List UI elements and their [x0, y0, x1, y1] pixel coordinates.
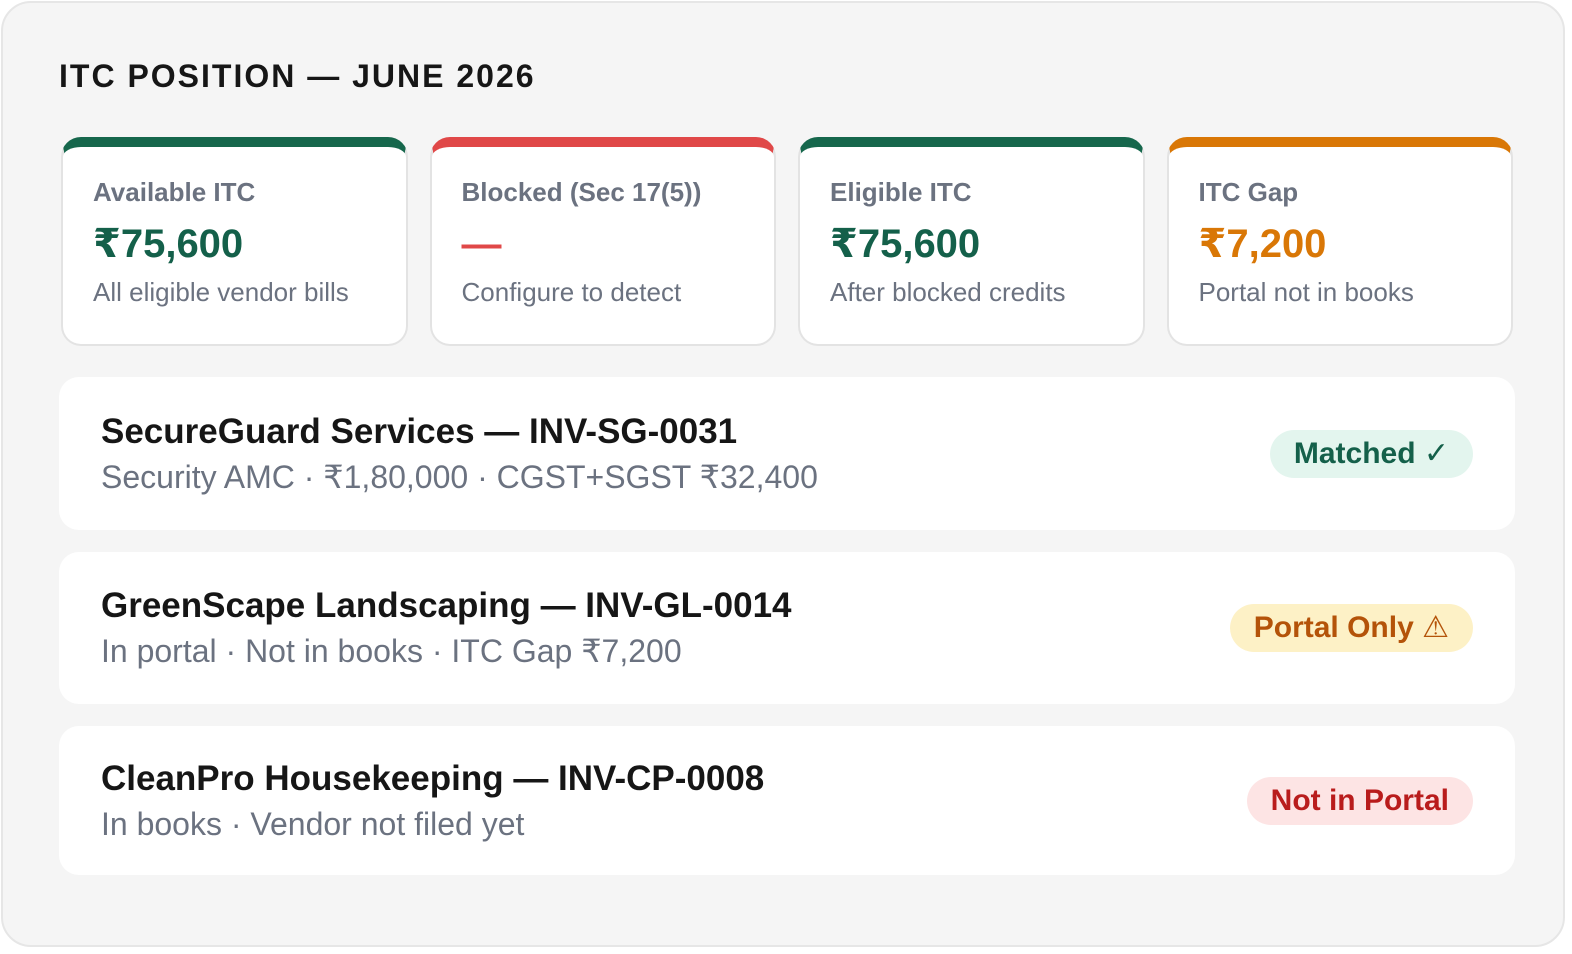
card-value: ₹7,200: [1198, 222, 1327, 266]
card-blocked-itc: Blocked (Sec 17(5)) — Configure to detec…: [429, 137, 776, 346]
invoice-list: SecureGuard Services — INV-SG-0031 Secur…: [59, 377, 1515, 897]
card-value: ₹75,600: [93, 222, 244, 266]
card-itc-gap: ITC Gap ₹7,200 Portal not in books: [1166, 137, 1513, 346]
card-subtext: All eligible vendor bills: [93, 277, 349, 307]
card-label: Blocked (Sec 17(5)): [461, 177, 702, 207]
card-value: —: [461, 222, 502, 266]
card-subtext: Portal not in books: [1198, 277, 1414, 307]
card-subtext: After blocked credits: [830, 277, 1066, 307]
invoice-details: In books · Vendor not filed yet: [101, 805, 525, 842]
invoice-title: CleanPro Housekeeping — INV-CP-0008: [101, 758, 765, 798]
card-value: ₹75,600: [830, 222, 981, 266]
invoice-row[interactable]: SecureGuard Services — INV-SG-0031 Secur…: [59, 377, 1515, 530]
card-label: Eligible ITC: [830, 177, 972, 207]
summary-cards: Available ITC ₹75,600 All eligible vendo…: [61, 137, 1513, 346]
invoice-title: SecureGuard Services — INV-SG-0031: [101, 411, 738, 451]
panel-title: ITC POSITION — JUNE 2026: [59, 58, 536, 94]
invoice-info: CleanPro Housekeeping — INV-CP-0008 In b…: [101, 759, 764, 843]
status-badge-portal-only: Portal Only ⚠: [1229, 604, 1473, 652]
status-badge-matched: Matched ✓: [1269, 429, 1473, 478]
status-badge-not-in-portal: Not in Portal: [1246, 776, 1473, 825]
invoice-row[interactable]: GreenScape Landscaping — INV-GL-0014 In …: [59, 552, 1515, 704]
invoice-info: GreenScape Landscaping — INV-GL-0014 In …: [101, 586, 792, 670]
invoice-title: GreenScape Landscaping — INV-GL-0014: [101, 586, 792, 625]
invoice-info: SecureGuard Services — INV-SG-0031 Secur…: [101, 412, 818, 496]
card-label: ITC Gap: [1198, 177, 1299, 207]
card-subtext: Configure to detect: [461, 277, 682, 307]
card-label: Available ITC: [93, 177, 256, 207]
card-available-itc: Available ITC ₹75,600 All eligible vendo…: [61, 137, 408, 346]
card-eligible-itc: Eligible ITC ₹75,600 After blocked credi…: [798, 137, 1145, 346]
invoice-details: In portal · Not in books · ITC Gap ₹7,20…: [101, 633, 682, 669]
invoice-details: Security AMC · ₹1,80,000 · CGST+SGST ₹32…: [101, 458, 818, 495]
invoice-row[interactable]: CleanPro Housekeeping — INV-CP-0008 In b…: [59, 726, 1515, 875]
